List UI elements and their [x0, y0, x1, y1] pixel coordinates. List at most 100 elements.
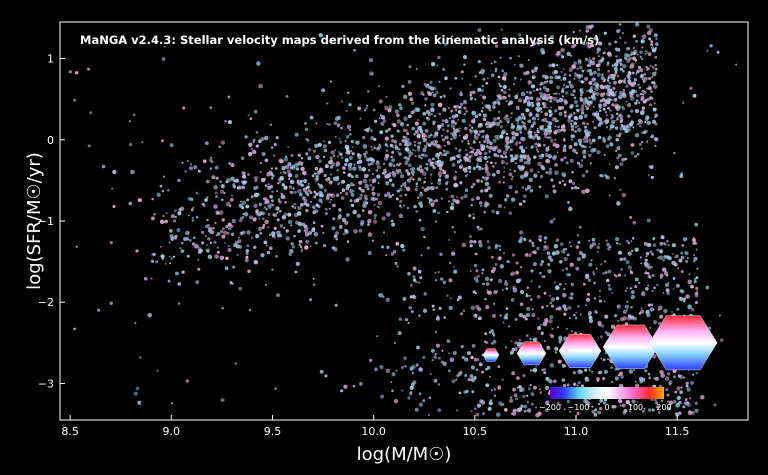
data-point — [517, 115, 522, 120]
data-point — [554, 117, 557, 121]
data-point — [527, 80, 532, 85]
data-point — [502, 84, 507, 90]
data-point — [446, 124, 450, 127]
data-point — [640, 307, 643, 310]
data-point — [537, 150, 540, 153]
data-point — [604, 314, 609, 319]
data-point — [247, 173, 250, 176]
data-point — [449, 87, 452, 90]
data-point — [561, 378, 566, 383]
data-point — [480, 204, 483, 207]
data-point — [192, 206, 195, 210]
data-point — [503, 170, 506, 173]
data-point — [645, 310, 650, 315]
data-point — [618, 243, 621, 245]
data-point — [435, 343, 440, 348]
data-point — [334, 135, 337, 138]
data-point — [293, 234, 296, 238]
data-point — [418, 392, 422, 396]
data-point — [596, 150, 601, 155]
data-point — [493, 394, 497, 398]
data-point — [588, 56, 591, 59]
data-point — [547, 148, 550, 151]
data-point — [518, 33, 522, 37]
data-point — [224, 266, 229, 270]
data-point — [207, 237, 211, 241]
data-point — [244, 258, 249, 263]
data-point — [304, 232, 310, 237]
data-point — [528, 177, 533, 182]
data-point — [418, 218, 422, 222]
data-point — [426, 116, 429, 120]
data-point — [472, 182, 476, 186]
data-point — [482, 144, 486, 148]
data-point — [336, 123, 341, 127]
data-point — [150, 216, 155, 221]
data-point — [232, 182, 236, 186]
data-point — [597, 402, 601, 406]
data-point — [315, 208, 318, 212]
data-point — [533, 155, 537, 159]
data-point — [204, 234, 207, 238]
data-point — [513, 169, 516, 173]
data-point — [413, 204, 417, 209]
data-point — [307, 148, 312, 152]
data-point — [531, 241, 534, 245]
data-point — [683, 297, 687, 301]
data-point — [442, 94, 446, 98]
data-point — [247, 114, 250, 117]
data-point — [260, 137, 265, 142]
data-point — [447, 107, 451, 110]
data-point — [593, 126, 597, 130]
data-point — [646, 218, 651, 223]
data-point — [682, 101, 685, 105]
x-tick-label: 10.0 — [361, 425, 386, 438]
data-point — [565, 91, 569, 95]
data-point — [581, 384, 584, 388]
data-point — [374, 119, 378, 123]
data-point — [325, 178, 329, 182]
data-point — [665, 288, 670, 293]
data-point — [525, 91, 529, 94]
data-point — [585, 188, 590, 194]
data-point — [545, 376, 550, 381]
data-point — [585, 139, 589, 143]
data-point — [593, 297, 597, 300]
data-point — [539, 91, 543, 96]
data-point — [232, 265, 236, 269]
data-point — [345, 257, 350, 262]
data-point — [671, 243, 676, 248]
data-point — [312, 277, 315, 280]
data-point — [607, 79, 610, 83]
data-point — [339, 191, 342, 194]
data-point — [442, 128, 445, 131]
data-point — [644, 50, 647, 53]
data-point — [347, 173, 351, 177]
data-point — [630, 151, 635, 155]
data-point — [403, 94, 408, 99]
data-point — [288, 177, 291, 181]
data-point — [583, 125, 588, 129]
data-point — [204, 224, 209, 229]
data-point — [544, 245, 549, 251]
data-point — [568, 241, 571, 244]
data-point — [369, 71, 374, 76]
data-point — [609, 128, 612, 131]
data-point — [597, 41, 603, 46]
data-point — [347, 163, 352, 168]
data-point — [591, 57, 596, 61]
data-point — [128, 120, 131, 123]
data-point — [480, 400, 486, 405]
data-point — [628, 369, 634, 374]
data-point — [406, 172, 411, 176]
data-point — [532, 121, 537, 125]
data-point — [406, 144, 409, 147]
data-point — [549, 258, 554, 262]
data-point — [459, 370, 463, 374]
data-point — [408, 305, 413, 310]
data-point — [686, 387, 691, 392]
data-point — [524, 170, 529, 176]
data-point — [694, 222, 699, 227]
data-point — [457, 295, 462, 300]
data-point — [549, 363, 555, 368]
